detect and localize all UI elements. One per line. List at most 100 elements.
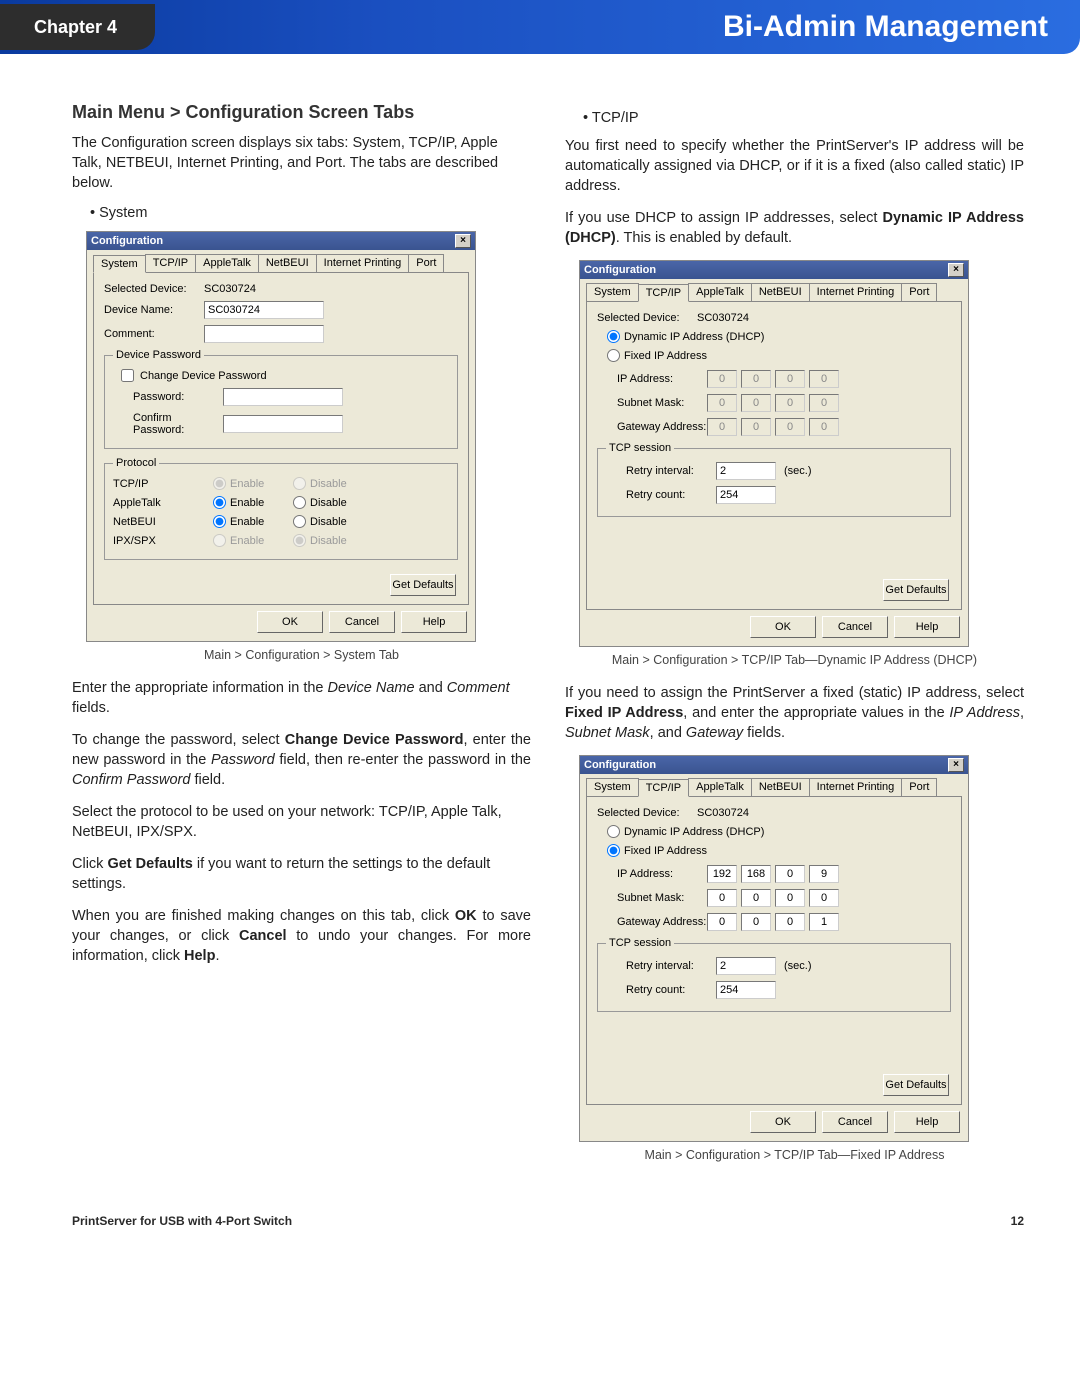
tab-port[interactable]: Port: [901, 778, 937, 796]
netbeui-enable-radio[interactable]: [213, 515, 226, 528]
bullet-tcpip: TCP/IP: [583, 110, 1024, 126]
retry-interval-label: Retry interval:: [606, 960, 716, 972]
cancel-button[interactable]: Cancel: [822, 1111, 888, 1133]
para-device-name: Enter the appropriate information in the…: [72, 678, 531, 718]
password-label: Password:: [113, 391, 223, 403]
page-number: 12: [1011, 1214, 1024, 1228]
dialog-title: Configuration: [584, 264, 656, 276]
ip-address-label: IP Address:: [597, 868, 707, 880]
page-header: Chapter 4 Bi-Admin Management: [0, 0, 1080, 54]
ok-button[interactable]: OK: [750, 616, 816, 638]
tab-system[interactable]: System: [586, 283, 639, 301]
tcpip-enable-radio: [213, 477, 226, 490]
comment-input[interactable]: [204, 325, 324, 343]
help-button[interactable]: Help: [894, 616, 960, 638]
fixed-ip-radio[interactable]: [607, 349, 620, 362]
gateway-input[interactable]: [707, 913, 839, 931]
protocol-group: Protocol TCP/IP Enable Disable AppleTalk…: [104, 457, 458, 560]
cancel-button[interactable]: Cancel: [822, 616, 888, 638]
selected-device-label: Selected Device:: [597, 807, 697, 819]
close-icon[interactable]: ×: [948, 758, 964, 772]
tab-strip: System TCP/IP AppleTalk NetBEUI Internet…: [586, 283, 962, 302]
netbeui-disable-radio[interactable]: [293, 515, 306, 528]
close-icon[interactable]: ×: [455, 234, 471, 248]
dialog-titlebar: Configuration ×: [580, 261, 968, 279]
selected-device-label: Selected Device:: [104, 283, 204, 295]
ip-address-label: IP Address:: [597, 373, 707, 385]
tab-internet-printing[interactable]: Internet Printing: [809, 778, 903, 796]
tab-netbeui[interactable]: NetBEUI: [751, 283, 810, 301]
ipx-enable-radio: [213, 534, 226, 547]
left-column: Main Menu > Configuration Screen Tabs Th…: [72, 102, 531, 1178]
tab-system[interactable]: System: [586, 778, 639, 796]
selected-device-label: Selected Device:: [597, 312, 697, 324]
confirm-password-input[interactable]: [223, 415, 343, 433]
selected-device-value: SC030724: [204, 283, 256, 295]
device-name-label: Device Name:: [104, 304, 204, 316]
fixed-ip-radio[interactable]: [607, 844, 620, 857]
footer-product: PrintServer for USB with 4-Port Switch: [72, 1214, 292, 1228]
tab-tcpip[interactable]: TCP/IP: [638, 284, 689, 302]
retry-count-label: Retry count:: [606, 984, 716, 996]
configuration-dialog-system: Configuration × System TCP/IP AppleTalk …: [86, 231, 476, 642]
apple-disable-radio[interactable]: [293, 496, 306, 509]
tab-system[interactable]: System: [93, 255, 146, 273]
section-heading: Main Menu > Configuration Screen Tabs: [72, 102, 531, 123]
apple-enable-radio[interactable]: [213, 496, 226, 509]
ok-button[interactable]: OK: [257, 611, 323, 633]
tab-appletalk[interactable]: AppleTalk: [688, 283, 752, 301]
retry-count-input[interactable]: [716, 981, 776, 999]
get-defaults-button[interactable]: Get Defaults: [390, 574, 456, 596]
retry-interval-input[interactable]: [716, 957, 776, 975]
para-defaults: Click Get Defaults if you want to return…: [72, 854, 531, 894]
tab-appletalk[interactable]: AppleTalk: [688, 778, 752, 796]
subnet-mask-label: Subnet Mask:: [597, 397, 707, 409]
tcp-session-legend: TCP session: [606, 442, 674, 454]
ok-button[interactable]: OK: [750, 1111, 816, 1133]
dynamic-ip-radio[interactable]: [607, 330, 620, 343]
proto-apple-label: AppleTalk: [113, 497, 213, 509]
device-name-input[interactable]: [204, 301, 324, 319]
para-dhcp: If you use DHCP to assign IP addresses, …: [565, 208, 1024, 248]
para-fixed-ip: If you need to assign the PrintServer a …: [565, 683, 1024, 743]
tab-tcpip[interactable]: TCP/IP: [638, 779, 689, 797]
selected-device-value: SC030724: [697, 312, 749, 324]
password-input[interactable]: [223, 388, 343, 406]
help-button[interactable]: Help: [894, 1111, 960, 1133]
configuration-dialog-fixed: Configuration × System TCP/IP AppleTalk …: [579, 755, 969, 1142]
tab-tcpip[interactable]: TCP/IP: [145, 254, 196, 272]
ipx-disable-radio: [293, 534, 306, 547]
close-icon[interactable]: ×: [948, 263, 964, 277]
protocol-legend: Protocol: [113, 457, 159, 469]
retry-count-input[interactable]: [716, 486, 776, 504]
selected-device-value: SC030724: [697, 807, 749, 819]
tab-netbeui[interactable]: NetBEUI: [751, 778, 810, 796]
change-password-checkbox[interactable]: [121, 369, 134, 382]
proto-netbeui-label: NetBEUI: [113, 516, 213, 528]
tab-internet-printing[interactable]: Internet Printing: [809, 283, 903, 301]
tab-netbeui[interactable]: NetBEUI: [258, 254, 317, 272]
get-defaults-button[interactable]: Get Defaults: [883, 1074, 949, 1096]
retry-interval-input[interactable]: [716, 462, 776, 480]
page-footer: PrintServer for USB with 4-Port Switch 1…: [0, 1190, 1080, 1256]
help-button[interactable]: Help: [401, 611, 467, 633]
ip-address-input[interactable]: [707, 865, 839, 883]
caption-system-tab: Main > Configuration > System Tab: [72, 648, 531, 662]
retry-unit: (sec.): [784, 960, 812, 972]
get-defaults-button[interactable]: Get Defaults: [883, 579, 949, 601]
subnet-mask-input[interactable]: [707, 889, 839, 907]
cancel-button[interactable]: Cancel: [329, 611, 395, 633]
tab-appletalk[interactable]: AppleTalk: [195, 254, 259, 272]
gateway-input: [707, 418, 839, 436]
tcpip-disable-radio: [293, 477, 306, 490]
page-title: Bi-Admin Management: [723, 10, 1048, 44]
device-password-group: Device Password Change Device Password P…: [104, 349, 458, 449]
tab-port[interactable]: Port: [901, 283, 937, 301]
ip-address-input: [707, 370, 839, 388]
comment-label: Comment:: [104, 328, 204, 340]
gateway-label: Gateway Address:: [597, 421, 707, 433]
para-tcpip-intro: You first need to specify whether the Pr…: [565, 136, 1024, 196]
tab-internet-printing[interactable]: Internet Printing: [316, 254, 410, 272]
dynamic-ip-radio[interactable]: [607, 825, 620, 838]
tab-port[interactable]: Port: [408, 254, 444, 272]
